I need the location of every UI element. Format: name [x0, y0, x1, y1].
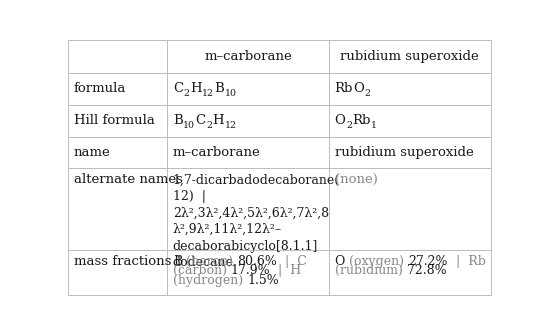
Text: Hill formula: Hill formula [74, 114, 154, 127]
Text: 2: 2 [184, 89, 190, 98]
Text: C: C [173, 82, 183, 95]
Text: 10: 10 [183, 121, 195, 130]
Text: (oxygen): (oxygen) [345, 255, 408, 268]
Text: 80.6%: 80.6% [237, 255, 277, 268]
Text: mass fractions: mass fractions [74, 255, 171, 267]
Text: 2: 2 [365, 89, 371, 98]
Text: formula: formula [74, 82, 126, 95]
Text: rubidium superoxide: rubidium superoxide [335, 146, 474, 159]
Text: 12: 12 [225, 121, 237, 130]
Text: 10: 10 [225, 89, 237, 98]
Text: B: B [173, 114, 183, 127]
Text: Rb: Rb [353, 114, 371, 127]
Text: H: H [190, 82, 202, 95]
Text: (none): (none) [335, 173, 378, 187]
Text: name: name [74, 146, 111, 159]
Text: (carbon): (carbon) [173, 264, 231, 277]
Text: 12: 12 [202, 89, 214, 98]
Text: (boron): (boron) [182, 255, 237, 268]
Text: 27.2%: 27.2% [408, 255, 447, 268]
Text: 17.9%: 17.9% [231, 264, 270, 277]
Text: |  C: | C [277, 255, 307, 268]
Text: 72.8%: 72.8% [407, 264, 446, 277]
Text: 1.5%: 1.5% [247, 274, 278, 287]
Text: |  H: | H [270, 264, 302, 277]
Text: m–carborane: m–carborane [173, 146, 261, 159]
Text: 1: 1 [371, 121, 377, 130]
Text: alternate names: alternate names [74, 173, 183, 186]
Text: O: O [354, 82, 364, 95]
Text: C: C [196, 114, 205, 127]
Text: B: B [173, 255, 182, 268]
Text: (hydrogen): (hydrogen) [173, 274, 247, 287]
Text: O: O [335, 114, 346, 127]
Text: Rb: Rb [335, 82, 353, 95]
Text: H: H [213, 114, 224, 127]
Text: (rubidium): (rubidium) [335, 264, 407, 277]
Text: 2: 2 [206, 121, 212, 130]
Text: 2: 2 [346, 121, 352, 130]
Text: 1,7-dicarbadodecaborane(
12)  |
2λ²,3λ²,4λ²,5λ²,6λ²,7λ²,8
λ²,9λ²,11λ²,12λ²–
deca: 1,7-dicarbadodecaborane( 12) | 2λ²,3λ²,4… [173, 173, 340, 269]
Text: |  Rb: | Rb [447, 255, 486, 268]
Text: m–carborane: m–carborane [204, 50, 292, 63]
Text: O: O [335, 255, 345, 268]
Text: rubidium superoxide: rubidium superoxide [341, 50, 479, 63]
Text: B: B [214, 82, 224, 95]
